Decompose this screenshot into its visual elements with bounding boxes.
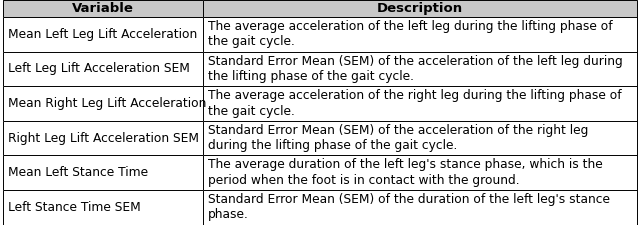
Text: Left Leg Lift Acceleration SEM: Left Leg Lift Acceleration SEM: [8, 62, 190, 75]
Bar: [3, 155, 203, 190]
Bar: [3, 190, 203, 225]
Text: Variable: Variable: [72, 2, 134, 15]
Bar: [3, 17, 203, 52]
Bar: [3, 17, 203, 52]
Bar: [3, 0, 203, 17]
Bar: [203, 52, 637, 86]
Bar: [3, 190, 203, 225]
Bar: [3, 52, 203, 86]
Bar: [3, 86, 203, 121]
Text: Mean Left Leg Lift Acceleration: Mean Left Leg Lift Acceleration: [8, 28, 198, 41]
Bar: [3, 121, 203, 155]
Text: Standard Error Mean (SEM) of the acceleration of the right leg
during the liftin: Standard Error Mean (SEM) of the acceler…: [208, 124, 588, 152]
Text: The average duration of the left leg's stance phase, which is the
period when th: The average duration of the left leg's s…: [208, 158, 603, 187]
Text: Right Leg Lift Acceleration SEM: Right Leg Lift Acceleration SEM: [8, 132, 199, 144]
Bar: [203, 52, 637, 86]
Bar: [203, 190, 637, 225]
Bar: [203, 121, 637, 155]
Bar: [203, 155, 637, 190]
Text: Mean Left Stance Time: Mean Left Stance Time: [8, 166, 148, 179]
Bar: [203, 17, 637, 52]
Text: Left Stance Time SEM: Left Stance Time SEM: [8, 201, 141, 214]
Bar: [203, 0, 637, 17]
Bar: [3, 121, 203, 155]
Bar: [3, 86, 203, 121]
Text: Mean Right Leg Lift Acceleration: Mean Right Leg Lift Acceleration: [8, 97, 207, 110]
Text: Standard Error Mean (SEM) of the acceleration of the left leg during
the lifting: Standard Error Mean (SEM) of the acceler…: [208, 55, 623, 83]
Bar: [203, 121, 637, 155]
Bar: [203, 86, 637, 121]
Text: The average acceleration of the left leg during the lifting phase of
the gait cy: The average acceleration of the left leg…: [208, 20, 612, 48]
Bar: [203, 155, 637, 190]
Text: The average acceleration of the right leg during the lifting phase of
the gait c: The average acceleration of the right le…: [208, 89, 621, 118]
Text: Standard Error Mean (SEM) of the duration of the left leg's stance
phase.: Standard Error Mean (SEM) of the duratio…: [208, 193, 610, 221]
Bar: [3, 155, 203, 190]
Bar: [203, 190, 637, 225]
Bar: [203, 0, 637, 17]
Text: Description: Description: [377, 2, 463, 15]
Bar: [203, 17, 637, 52]
Bar: [203, 86, 637, 121]
Bar: [3, 52, 203, 86]
Bar: [3, 0, 203, 17]
